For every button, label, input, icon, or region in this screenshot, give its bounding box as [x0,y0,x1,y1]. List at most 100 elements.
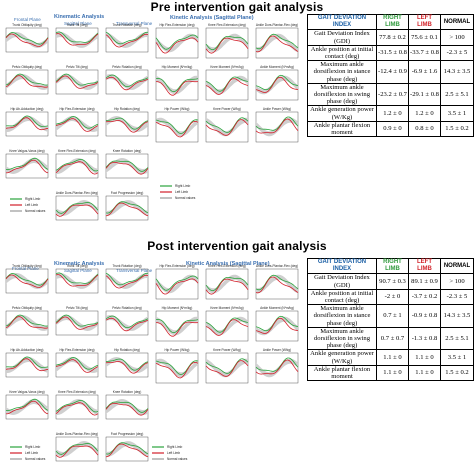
right-limb-line [5,32,49,45]
panel-frame [5,111,49,137]
left-limb-line [55,204,99,217]
left-limb-line [5,33,49,47]
panel-frame [155,268,199,300]
table-cell: -0.9 ± 0.8 [408,304,441,328]
left-limb-line [105,274,149,289]
panel-title: Trunk Obliquity (deg) [12,264,42,268]
table-cell: Gait Deviation Index (GDI) [307,29,377,46]
panel-title: Hip Flex-Extension (deg) [159,264,194,268]
gait-panel: Pelvic Obliquity (deg) [5,65,49,95]
table-cell: -33.7 ± 0.8 [408,44,441,62]
legend-label: Right Limb [25,445,40,449]
post-col-left: LEFT LIMB [408,257,441,275]
table-cell: -3.7 ± 0.2 [408,288,441,306]
post-kinematic-header: Kinematic Analysis [54,261,105,267]
gait-panel: Ankle Dors-Plantar-Flex (deg) [55,432,99,462]
gait-panel: Knee Valgus-Varus (deg) [5,390,49,420]
panel-frame [255,310,299,342]
panel-title: Trunk Tilt (deg) [66,23,87,27]
right-limb-line [55,399,99,413]
table-cell: -12.4 ± 0.9 [376,60,409,84]
table-cell: 1.1 ± 0 [376,364,409,382]
panel-title: Ankle Power (W/kg) [263,107,291,111]
left-limb-line [155,361,199,379]
panel-title: Hip Flex-Extension (deg) [59,348,94,352]
legend-label: Normal values [175,196,196,200]
gait-panel: Pelvic Tilt (deg) [55,306,99,336]
right-limb-line [105,160,149,172]
panel-title: Knee Rotation (deg) [113,149,142,153]
left-limb-line [55,274,99,287]
table-cell: Ankle plantar flexion moment [307,120,377,138]
gait-panel: Knee Rotation (deg) [105,390,149,420]
table-row: Maximum ankle dorsiflexion in stance pha… [307,304,474,328]
left-limb-line [55,359,99,373]
legend-label: Normal values [25,457,46,461]
panel-title: Knee Flex-Extension (deg) [58,149,96,153]
normal-band [106,357,148,373]
gait-panel: Ankle Power (W/kg) [255,348,299,384]
gait-panel: Hip Flex-Extension (deg) [55,107,99,137]
post-transversal-plane-label: Transversal Plane [116,268,153,273]
panel-title: Knee Power (W/kg) [213,107,241,111]
left-limb-line [55,316,99,330]
table-cell: Ankle position at initial contact (deg) [307,44,377,62]
table-row: Gait Deviation Index (GDI) 90.7 ± 0.3 89… [307,273,474,290]
panel-frame [55,195,99,221]
panel-frame [255,69,299,101]
left-limb-line [155,278,199,295]
table-cell: Ankle generation power (W/Kg) [307,349,377,366]
normal-band [6,116,48,132]
gait-panel: Trunk Tilt (deg) [55,23,99,53]
right-limb-line [105,117,149,130]
gait-panel: Foot Progression (deg) [105,432,149,462]
panel-frame [255,27,299,59]
right-limb-line [55,314,99,327]
normal-band [6,357,48,373]
table-cell: -6.9 ± 1.6 [408,60,441,84]
gait-panel: Ankle Dors-Plantar-Flex (deg) [255,23,299,59]
panel-frame [205,111,249,143]
panel-title: Pelvic Rotation (deg) [112,306,142,310]
table-cell: 1.5 ± 0.2 [440,364,474,382]
table-cell: 1.1 ± 0 [408,349,441,366]
post-frontal-plane-label: Frontal Plane [12,266,39,271]
gait-panel: Trunk Rotation (deg) [105,23,149,53]
gait-panel: Hip Flex-Extension (deg) [155,23,199,59]
right-limb-line [55,116,99,129]
pre-kinetic-header: Kinetic Analysis (Sagittal Plane) [170,15,254,21]
table-cell: 0.7 ± 1 [376,304,409,328]
normal-band [206,358,248,378]
right-limb-line [205,76,249,92]
left-limb-line [105,402,149,416]
table-cell: Ankle plantar flexion moment [307,364,377,382]
right-limb-line [5,115,49,127]
panel-frame [155,310,199,342]
panel-title: Hip Moment (N*m/kg) [162,306,193,310]
right-limb-line [205,36,249,51]
post-col-right: RIGHT LIMB [376,257,409,275]
table-cell: -1.3 ± 0.8 [408,326,441,351]
left-limb-line [105,161,149,175]
left-limb-line [255,317,299,334]
left-limb-line [155,321,199,337]
table-cell: -23.2 ± 0.7 [376,82,409,107]
table-cell: 2.5 ± 5.1 [440,82,474,107]
legend-label: Left Limb [25,203,38,207]
table-cell: 0.8 ± 0 [408,120,441,138]
gait-panel: Knee Flex-Extension (deg) [55,390,99,420]
panel-title: Foot Progression (deg) [111,432,144,436]
left-limb-line [5,316,49,329]
pre-table-header-row: GAIT DEVIATION INDEX RIGHT LIMB LEFT LIM… [307,13,474,31]
pre-gait-charts: Trunk Obliquity (deg) Trunk Tilt (deg) Tru… [5,23,299,221]
panel-title: Hip Ab-Adduction (deg) [11,107,44,111]
gait-panel: Hip Power (W/kg) [155,107,199,143]
right-limb-line [255,315,299,332]
gait-panel: Knee Flex-Extension (deg) [205,264,249,300]
panel-title: Foot Progression (deg) [111,191,144,195]
gait-panel: Pelvic Tilt (deg) [55,65,99,95]
normal-band [6,158,48,174]
left-limb-line [205,319,249,336]
gait-panel: Knee Flex-Extension (deg) [205,23,249,59]
panel-frame [105,69,149,95]
